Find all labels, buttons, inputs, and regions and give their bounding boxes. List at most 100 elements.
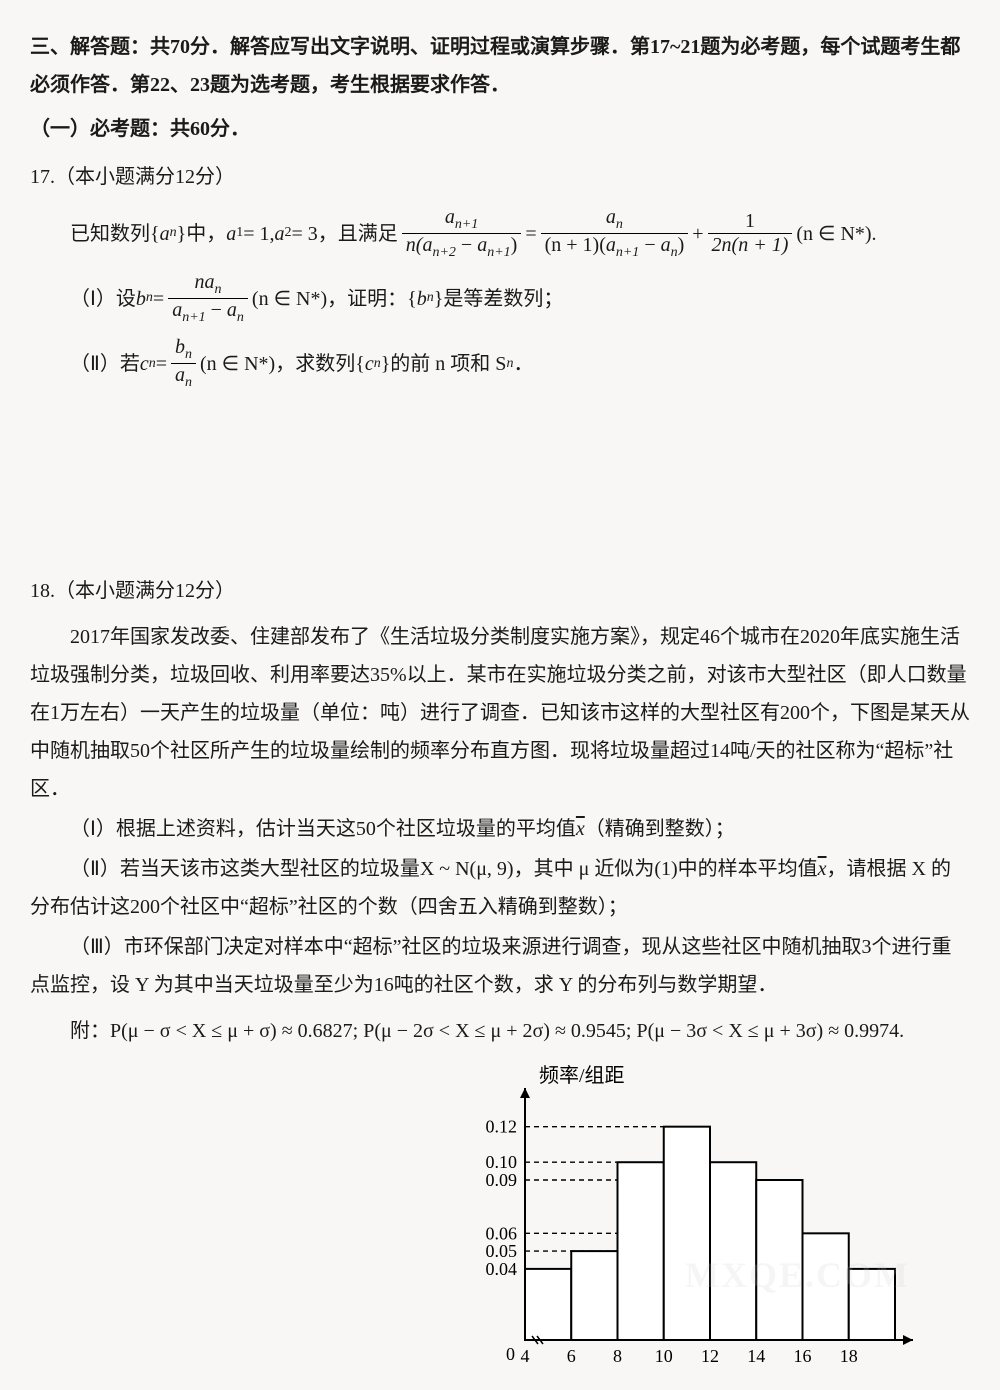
q17-intro-pre: 已知数列{ — [70, 215, 160, 253]
histogram-chart: 0.040.050.060.090.100.1246810121416180频率… — [30, 1060, 970, 1370]
q18-p2-pre: （Ⅰ）根据上述资料，估计当天这50个社区垃圾量的平均值 — [70, 818, 576, 840]
q17-f1-den-sub2: n+1 — [487, 245, 510, 260]
q17-a2-sub: 2 — [285, 220, 292, 247]
q17-f3-num: 1 — [741, 210, 759, 233]
q17-p1-bn2: b — [417, 280, 427, 318]
q17-p1-den-sub1: n+1 — [182, 310, 205, 325]
q17-frac1: an+1 n(an+2 − an+1) — [402, 206, 522, 261]
q17-p2-cn: c — [140, 345, 149, 383]
svg-text:8: 8 — [613, 1346, 622, 1366]
q17-frac2: an (n + 1)(an+1 − an) — [541, 206, 689, 261]
q18-p4: （Ⅲ）市环保部门决定对样本中“超标”社区的垃圾来源进行调查，现从这些社区中随机抽… — [30, 928, 970, 1004]
q17-f1-den-a2: a — [477, 234, 487, 256]
q17-p1-bn-sub: n — [146, 285, 153, 312]
q17-p2-frac: bn an — [171, 336, 196, 391]
q17-p2-cn2: c — [365, 345, 374, 383]
svg-text:0.04: 0.04 — [486, 1258, 518, 1278]
q18-p3: （Ⅱ）若当天该市这类大型社区的垃圾量X ~ N(μ, 9)，其中 μ 近似为(1… — [30, 850, 970, 926]
section-header: 三、解答题：共70分．解答应写出文字说明、证明过程或演算步骤．第17~21题为必… — [30, 28, 970, 104]
watermark: MXQE.COM — [685, 1241, 910, 1309]
q17-a1: a — [226, 215, 236, 253]
q17-p1-tail2: }是等差数列； — [434, 280, 564, 318]
q17-f2-num-a: a — [606, 206, 616, 228]
q18-p2-post: （精确到整数）； — [585, 818, 735, 840]
q17-p2-label: （Ⅱ）若 — [70, 345, 140, 383]
svg-text:10: 10 — [655, 1346, 673, 1366]
q17-eq: = 1, — [243, 215, 274, 253]
q17-p1-frac: nan an+1 − an — [168, 271, 248, 326]
svg-text:0.05: 0.05 — [486, 1241, 518, 1261]
q17-p2-cn2-sub: n — [374, 351, 381, 378]
q17-mid1: }中， — [177, 215, 227, 253]
svg-text:0.06: 0.06 — [486, 1223, 518, 1243]
q17-p1-num-pre: na — [195, 271, 215, 293]
q17-f1-den-sub1: n+2 — [432, 245, 455, 260]
q17-p2-tail3: ． — [513, 345, 533, 383]
q17-p2-num: b — [175, 336, 185, 358]
q17-p2-num-sub: n — [185, 347, 192, 362]
q18-p3-pre: （Ⅱ）若当天该市这类大型社区的垃圾量X ~ N(μ, 9)，其中 μ 近似为(1… — [70, 858, 818, 880]
q17-f1-num-a: a — [445, 206, 455, 228]
q17-frac3: 1 2n(n + 1) — [708, 210, 793, 257]
q17-p1-den-sub2: n — [237, 310, 244, 325]
q17-p1-bn2-sub: n — [427, 285, 434, 312]
q17-title: 17.（本小题满分12分） — [30, 158, 970, 196]
q17-f1-num-sub: n+1 — [455, 217, 478, 232]
q17-f2-den-sub2: n — [671, 245, 678, 260]
svg-text:16: 16 — [794, 1346, 812, 1366]
q17-f2-den-pre: (n + 1)( — [545, 234, 606, 256]
q17-part1: （Ⅰ）设 bn = nan an+1 − an (n ∈ N*)，证明：{ bn… — [70, 271, 970, 326]
q17-f1-den-post: ) — [511, 234, 518, 256]
svg-text:12: 12 — [701, 1346, 719, 1366]
q17-f2-den-a: a — [606, 234, 616, 256]
q17-p2-tail2: }的前 n 项和 S — [381, 345, 507, 383]
q17-tail: (n ∈ N*). — [796, 215, 876, 253]
svg-text:0.12: 0.12 — [486, 1116, 518, 1136]
q17-statement: 已知数列{ an }中， a1 = 1, a2 = 3，且满足 an+1 n(a… — [70, 206, 970, 261]
q17-f2-den-post: ) — [678, 234, 685, 256]
q17-p1-eq: = — [153, 280, 164, 318]
q17-an: a — [160, 215, 170, 253]
q17-p1-den-mid: − — [206, 299, 227, 321]
svg-text:18: 18 — [840, 1346, 858, 1366]
q17-part2: （Ⅱ）若 cn = bn an (n ∈ N*)，求数列{ cn }的前 n 项… — [70, 336, 970, 391]
q17-p2-eq: = — [156, 345, 167, 383]
q17-eq2: = 3，且满足 — [292, 215, 398, 253]
q17-p2-cn-sub: n — [149, 351, 156, 378]
q17-f2-den-a2: a — [661, 234, 671, 256]
q17-an-sub: n — [170, 220, 177, 247]
svg-text:4: 4 — [521, 1346, 530, 1366]
q17-p2-den-sub: n — [185, 375, 192, 390]
q17-a2: a — [275, 215, 285, 253]
q17-p1-num-sub: n — [215, 282, 222, 297]
q18-p3-xbar: x — [818, 858, 827, 880]
q17-plus: + — [692, 215, 703, 253]
q17-a1-sub: 1 — [236, 220, 243, 247]
histogram-svg: 0.040.050.060.090.100.1246810121416180频率… — [450, 1060, 930, 1370]
q17-f2-num-sub: n — [616, 217, 623, 232]
q17-p1-den-a2: a — [227, 299, 237, 321]
svg-text:6: 6 — [567, 1346, 576, 1366]
q18-appendix: 附：P(μ − σ < X ≤ μ + σ) ≈ 0.6827; P(μ − 2… — [30, 1012, 970, 1050]
q17-f2-den-mid: − — [639, 234, 660, 256]
q18-p2: （Ⅰ）根据上述资料，估计当天这50个社区垃圾量的平均值x（精确到整数）； — [30, 810, 970, 848]
svg-text:0: 0 — [506, 1344, 515, 1364]
q17-p1-tail: (n ∈ N*)，证明：{ — [252, 280, 417, 318]
q17-mid-eq: = — [525, 215, 536, 253]
q18-p2-xbar: x — [576, 818, 585, 840]
q17-f1-den-mid: − — [456, 234, 477, 256]
q17-p2-tail: (n ∈ N*)，求数列{ — [200, 345, 365, 383]
q17-f1-den-pre: n( — [406, 234, 423, 256]
q18-title: 18.（本小题满分12分） — [30, 572, 970, 610]
q17-p1-label: （Ⅰ）设 — [70, 280, 136, 318]
svg-text:频率/组距: 频率/组距 — [539, 1064, 625, 1087]
section-sub-header: （一）必考题：共60分． — [30, 110, 970, 148]
svg-text:0.10: 0.10 — [486, 1152, 518, 1172]
q17-f3-den: 2n(n + 1) — [712, 234, 789, 256]
svg-text:0.09: 0.09 — [486, 1170, 518, 1190]
q17-p1-bn: b — [136, 280, 146, 318]
q17-p1-den-a1: a — [172, 299, 182, 321]
q17-p2-den: a — [175, 364, 185, 386]
q18-p1: 2017年国家发改委、住建部发布了《生活垃圾分类制度实施方案》，规定46个城市在… — [30, 618, 970, 808]
q17-f1-den-a: a — [422, 234, 432, 256]
